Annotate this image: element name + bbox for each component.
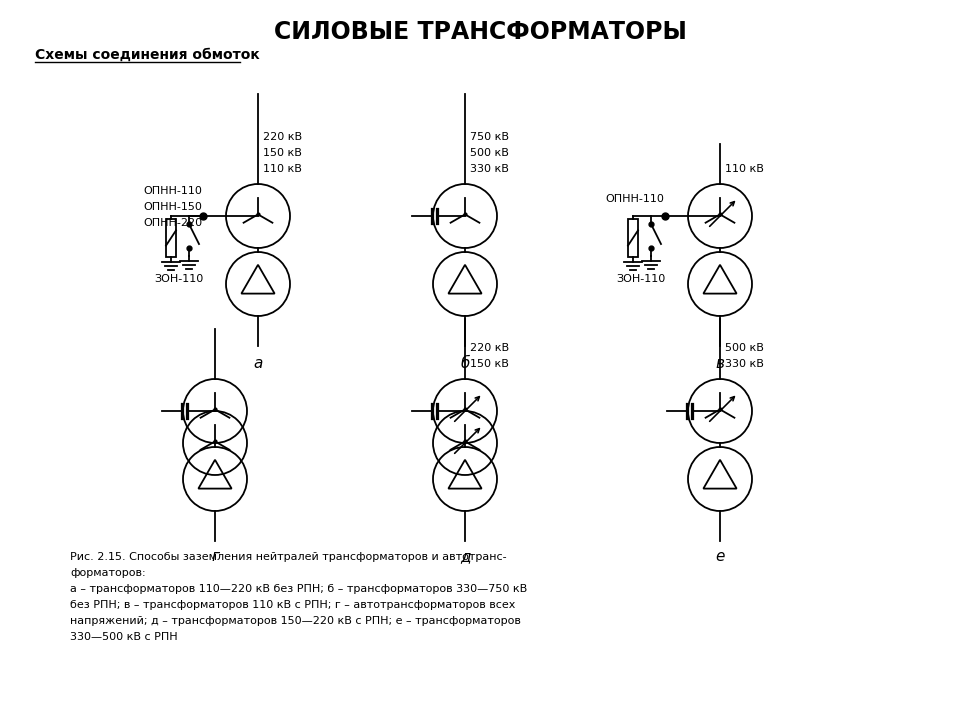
Text: а – трансформаторов 110—220 кВ без РПН; б – трансформаторов 330—750 кВ: а – трансформаторов 110—220 кВ без РПН; … — [70, 584, 527, 594]
Text: 220 кВ: 220 кВ — [263, 132, 302, 142]
Text: СИЛОВЫЕ ТРАНСФОРМАТОРЫ: СИЛОВЫЕ ТРАНСФОРМАТОРЫ — [274, 20, 686, 44]
Text: ЗОН-110: ЗОН-110 — [155, 274, 204, 284]
Text: д: д — [460, 549, 470, 564]
Text: 330 кВ: 330 кВ — [470, 164, 509, 174]
Text: г: г — [211, 549, 219, 564]
Text: 330—500 кВ с РПН: 330—500 кВ с РПН — [70, 632, 178, 642]
Text: 500 кВ: 500 кВ — [725, 343, 764, 353]
Text: форматоров:: форматоров: — [70, 568, 146, 578]
Text: ОПНН-150: ОПНН-150 — [143, 202, 202, 212]
Text: напряжений; д – трансформаторов 150—220 кВ с РПН; е – трансформаторов: напряжений; д – трансформаторов 150—220 … — [70, 616, 521, 626]
Text: ОПНН-110: ОПНН-110 — [143, 186, 202, 196]
Text: ОПНН-220: ОПНН-220 — [143, 218, 203, 228]
Bar — [628, 219, 638, 257]
Text: 330 кВ: 330 кВ — [725, 359, 764, 369]
Text: 220 кВ: 220 кВ — [470, 343, 509, 353]
Text: 110 кВ: 110 кВ — [725, 164, 764, 174]
Text: а: а — [253, 356, 263, 371]
Text: 150 кВ: 150 кВ — [470, 359, 509, 369]
Text: в: в — [715, 356, 725, 371]
Text: ОПНН-110: ОПНН-110 — [605, 194, 664, 204]
Text: б: б — [460, 356, 469, 371]
Text: е: е — [715, 549, 725, 564]
Text: 500 кВ: 500 кВ — [470, 148, 509, 158]
Bar — [166, 219, 176, 257]
Text: 750 кВ: 750 кВ — [470, 132, 509, 142]
Text: без РПН; в – трансформаторов 110 кВ с РПН; г – автотрансформаторов всех: без РПН; в – трансформаторов 110 кВ с РП… — [70, 600, 516, 610]
Text: Схемы соединения обмоток: Схемы соединения обмоток — [35, 48, 260, 62]
Text: 110 кВ: 110 кВ — [263, 164, 301, 174]
Text: ЗОН-110: ЗОН-110 — [616, 274, 665, 284]
Text: Рис. 2.15. Способы заземления нейтралей трансформаторов и автотранс-: Рис. 2.15. Способы заземления нейтралей … — [70, 552, 507, 562]
Text: 150 кВ: 150 кВ — [263, 148, 301, 158]
